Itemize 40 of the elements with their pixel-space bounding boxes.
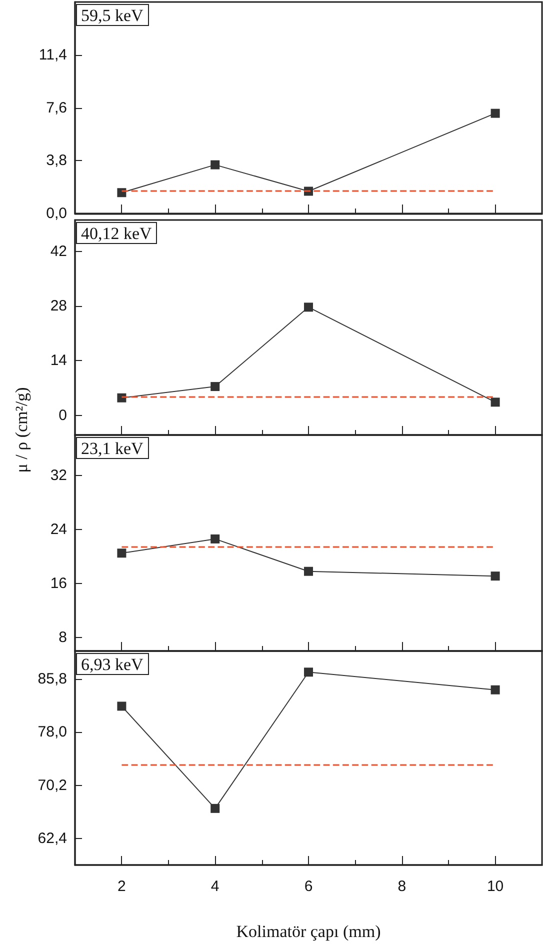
y-tick-label: 0 [58, 406, 67, 424]
y-tick-label: 62,4 [38, 830, 67, 847]
point [490, 398, 500, 407]
y-tick-label: 78,0 [38, 724, 67, 741]
point [304, 566, 313, 576]
y-tick-label: 3,8 [46, 152, 67, 170]
point [304, 668, 313, 677]
x-axis-title: Kolimatör çapı (mm) [236, 922, 381, 941]
y-tick-label: 14 [50, 352, 67, 370]
chart-title: 40,12 keV [81, 224, 153, 243]
point [304, 302, 313, 312]
y-tick-label: 8 [58, 629, 67, 646]
point [117, 548, 126, 558]
chart-title: 59,5 keV [81, 6, 144, 25]
y-tick-label: 7,6 [46, 99, 67, 116]
point [210, 382, 220, 392]
point [210, 160, 220, 170]
point [210, 534, 220, 544]
point [210, 804, 220, 813]
y-tick-label: 85,8 [38, 670, 67, 688]
x-tick-label: 2 [118, 878, 126, 895]
y-tick-label: 0,0 [46, 205, 67, 222]
point [490, 108, 500, 118]
x-tick-label: 4 [210, 878, 220, 895]
point [117, 702, 126, 711]
x-tick-label: 6 [304, 878, 313, 895]
chart-title: 23,1 keV [81, 439, 144, 458]
y-tick-label: 32 [50, 467, 67, 484]
y-tick-label: 70,2 [38, 776, 67, 794]
point [490, 572, 500, 581]
y-axis-title: μ / ρ (cm²/g) [11, 386, 32, 475]
y-tick-label: 24 [50, 521, 67, 538]
y-tick-label: 11,4 [38, 46, 67, 64]
y-tick-label: 16 [50, 575, 67, 592]
y-tick-label: 28 [50, 298, 67, 314]
x-tick-label: 10 [486, 878, 504, 895]
x-tick-label: 8 [398, 878, 406, 895]
chart-title: 6,93 keV [81, 655, 144, 674]
point [490, 685, 500, 694]
y-tick-label: 42 [50, 242, 67, 260]
